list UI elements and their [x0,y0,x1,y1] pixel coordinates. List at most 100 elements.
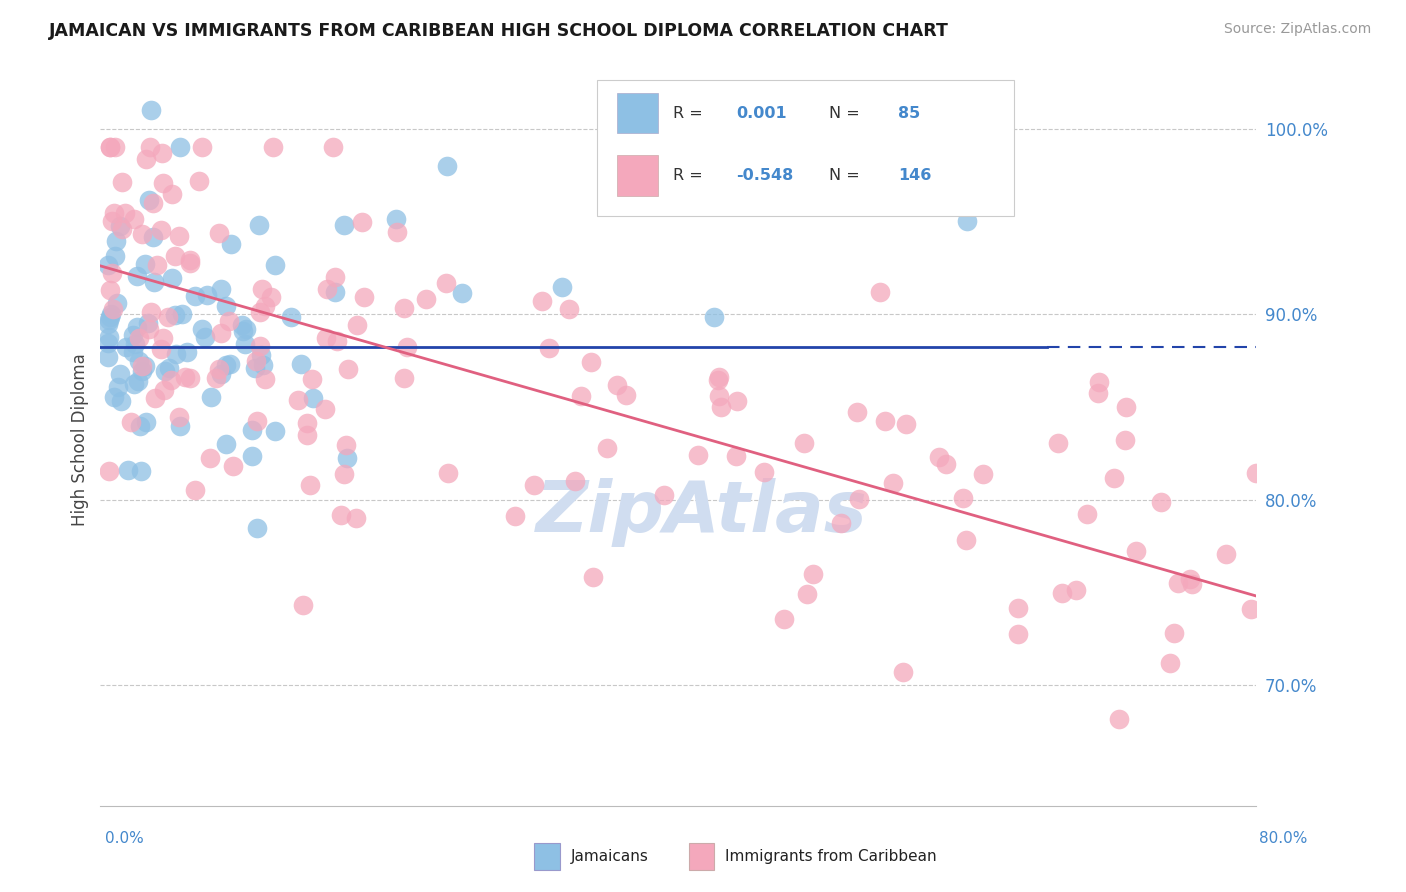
Point [122,377,145,392]
Point [793,436,815,450]
Point [1125,544,1147,558]
Point [262,140,284,154]
Point [176,345,198,359]
Point [138,140,160,154]
Point [222,459,245,474]
Point [191,322,214,336]
Point [98,310,121,324]
Text: -0.548: -0.548 [737,168,793,183]
Point [97,330,120,344]
Point [135,153,157,167]
Point [252,358,274,372]
Point [935,457,957,471]
Point [127,319,149,334]
Point [928,450,950,464]
Point [215,437,238,451]
Point [105,295,128,310]
Point [537,342,560,356]
Point [253,299,276,313]
Point [1167,575,1189,590]
Text: N =: N = [828,106,859,120]
Point [160,270,183,285]
Point [292,599,315,613]
Point [107,379,129,393]
Point [772,611,794,625]
Point [138,193,160,207]
Point [219,357,242,371]
Point [315,282,337,296]
Point [208,361,231,376]
Point [163,309,186,323]
Point [1102,471,1125,485]
Point [295,416,318,430]
Point [322,140,344,154]
Point [614,388,637,402]
Text: JAMAICAN VS IMMIGRANTS FROM CARIBBEAN HIGH SCHOOL DIPLOMA CORRELATION CHART: JAMAICAN VS IMMIGRANTS FROM CARIBBEAN HI… [49,22,949,40]
Point [1159,656,1181,670]
Text: ZipAtlas: ZipAtlas [536,478,868,547]
Point [108,219,131,233]
Point [323,269,346,284]
Point [609,178,631,192]
Text: Immigrants from Caribbean: Immigrants from Caribbean [725,849,938,863]
Point [263,258,285,272]
Point [172,307,194,321]
Point [564,474,586,488]
Point [841,195,863,210]
Point [97,318,120,332]
Point [333,218,356,232]
Point [125,269,148,284]
Text: Jamaicans: Jamaicans [571,849,648,863]
Point [710,400,733,414]
Point [131,359,153,373]
Point [1007,601,1029,615]
Point [250,348,273,362]
Point [557,302,579,317]
Point [155,364,177,378]
Point [845,405,868,419]
Point [131,464,153,478]
Point [260,290,283,304]
Point [336,451,359,466]
Point [134,256,156,270]
Point [336,361,359,376]
Point [707,373,730,387]
Point [848,491,870,506]
Point [124,336,146,351]
Point [174,370,197,384]
Point [894,417,917,432]
Point [142,275,165,289]
Point [110,394,132,409]
Point [150,145,173,160]
Point [873,414,896,428]
Text: 80.0%: 80.0% [1260,831,1308,847]
Point [346,318,368,332]
Point [1115,400,1137,414]
Point [200,390,222,404]
Point [287,393,309,408]
Point [952,491,974,506]
Point [955,533,977,548]
Point [195,287,218,301]
Point [581,570,603,584]
Point [333,467,356,481]
Point [315,331,337,345]
Point [436,159,458,173]
Point [1114,434,1136,448]
Point [253,372,276,386]
Point [569,388,592,402]
Point [707,369,730,384]
Text: 0.001: 0.001 [737,106,787,120]
Point [153,383,176,397]
Point [120,416,142,430]
Point [579,355,602,369]
Point [503,509,526,524]
Point [551,279,574,293]
Y-axis label: High School Diploma: High School Diploma [72,353,89,525]
Point [149,342,172,356]
Point [184,483,207,497]
Point [1181,577,1204,591]
Point [392,301,415,315]
Point [1244,466,1267,480]
Point [531,293,554,308]
